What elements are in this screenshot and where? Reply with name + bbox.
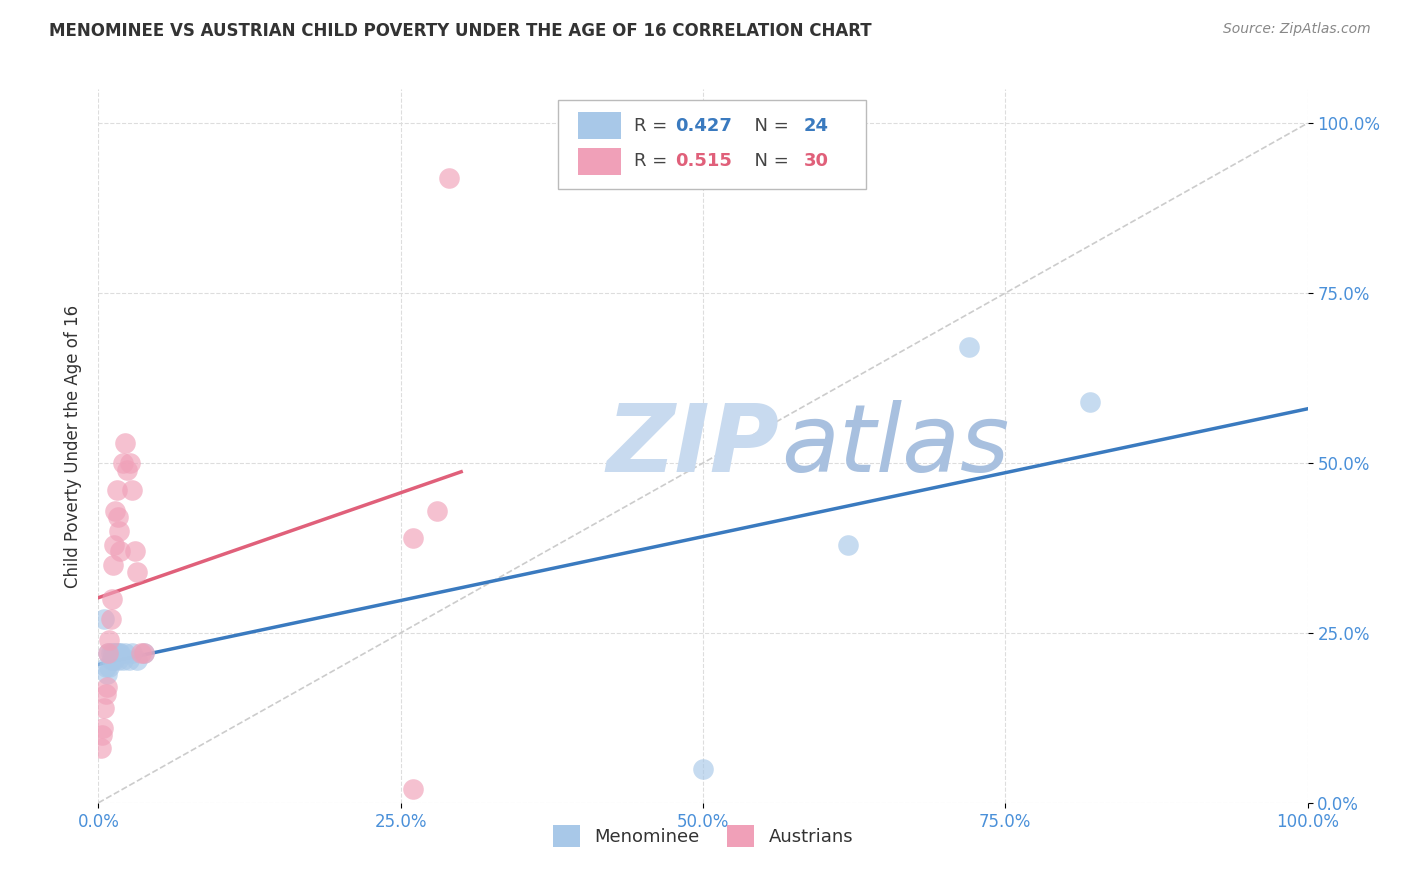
Point [98, 660, 121, 674]
Point [91, 728, 114, 742]
Point [98, 632, 121, 647]
Point [108, 646, 131, 660]
Point [108, 646, 131, 660]
Point [437, 170, 460, 185]
Point [108, 524, 131, 538]
Text: 24: 24 [803, 117, 828, 135]
Point [104, 646, 127, 660]
Point [114, 646, 136, 660]
Text: 0.427: 0.427 [675, 117, 733, 135]
Text: MENOMINEE VS AUSTRIAN CHILD POVERTY UNDER THE AGE OF 16 CORRELATION CHART: MENOMINEE VS AUSTRIAN CHILD POVERTY UNDE… [49, 22, 872, 40]
Point [90, 741, 112, 756]
Point [96, 666, 118, 681]
Point [100, 612, 122, 626]
Point [127, 653, 149, 667]
Legend: Menominee, Austrians: Menominee, Austrians [546, 818, 860, 855]
Point [121, 646, 143, 660]
Point [97, 646, 120, 660]
Point [127, 565, 149, 579]
Point [837, 537, 859, 551]
Bar [578, 112, 621, 139]
Point [100, 591, 122, 606]
Point [105, 483, 128, 498]
Point [426, 503, 449, 517]
Point [1078, 394, 1101, 409]
Point [94, 660, 117, 674]
Text: N =: N = [742, 117, 794, 135]
Point [101, 646, 124, 660]
Point [124, 544, 146, 558]
Text: N =: N = [742, 153, 794, 170]
Point [402, 531, 425, 545]
Point [129, 646, 152, 660]
Point [957, 341, 980, 355]
Text: 30: 30 [803, 153, 828, 170]
Point [107, 653, 129, 667]
Point [692, 762, 714, 776]
Text: R =: R = [634, 117, 673, 135]
Point [114, 435, 136, 450]
Point [93, 700, 115, 714]
Point [103, 653, 125, 667]
Point [121, 483, 143, 498]
Point [118, 456, 141, 470]
Point [105, 646, 128, 660]
Text: ZIP: ZIP [606, 400, 779, 492]
Point [134, 646, 156, 660]
Point [117, 463, 139, 477]
Point [402, 782, 425, 797]
Text: R =: R = [634, 153, 673, 170]
Point [103, 537, 125, 551]
Text: atlas: atlas [782, 401, 1010, 491]
Point [91, 721, 114, 735]
Bar [578, 148, 621, 175]
Text: 0.515: 0.515 [675, 153, 733, 170]
Point [111, 653, 134, 667]
Point [93, 612, 115, 626]
Text: Source: ZipAtlas.com: Source: ZipAtlas.com [1223, 22, 1371, 37]
Point [100, 653, 122, 667]
Point [100, 646, 122, 660]
Point [94, 687, 117, 701]
FancyBboxPatch shape [558, 100, 866, 189]
Point [101, 558, 124, 572]
Y-axis label: Child Poverty Under the Age of 16: Child Poverty Under the Age of 16 [63, 304, 82, 588]
Point [134, 646, 156, 660]
Point [108, 544, 131, 558]
Point [111, 456, 134, 470]
Point [97, 646, 120, 660]
Point [118, 653, 141, 667]
Point [107, 510, 129, 524]
Point [104, 503, 127, 517]
Point [96, 680, 118, 694]
